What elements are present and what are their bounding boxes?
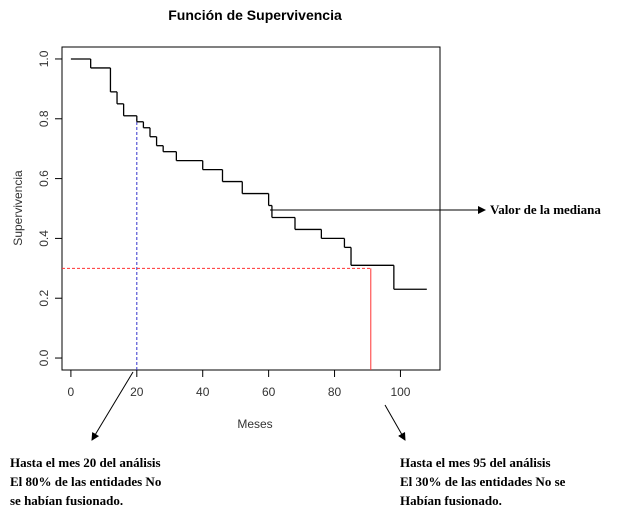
x-tick-label: 40 bbox=[196, 385, 210, 399]
right-arrow bbox=[384, 404, 406, 441]
y-tick-label: 0.2 bbox=[37, 290, 51, 307]
median-note: Valor de la mediana bbox=[490, 202, 601, 217]
y-tick-label: 0.8 bbox=[37, 110, 51, 127]
plot-frame bbox=[61, 46, 441, 371]
x-tick-label: 0 bbox=[68, 385, 75, 399]
left-note: se habían fusionado. bbox=[10, 493, 123, 508]
x-tick-label: 100 bbox=[390, 385, 410, 399]
x-axis-label: Meses bbox=[237, 417, 272, 431]
right-note: El 30% de las entidades No se bbox=[400, 474, 566, 489]
x-tick-label: 20 bbox=[130, 385, 144, 399]
left-arrow bbox=[91, 371, 134, 441]
chart-title: Función de Supervivencia bbox=[168, 7, 342, 23]
x-tick-label: 60 bbox=[262, 385, 276, 399]
y-tick-label: 1.0 bbox=[37, 50, 51, 67]
right-note: Habían fusionado. bbox=[400, 493, 502, 508]
x-tick-label: 80 bbox=[328, 385, 342, 399]
left-note: Hasta el mes 20 del análisis bbox=[10, 455, 161, 470]
y-tick-label: 0.0 bbox=[37, 349, 51, 366]
y-axis-label: Supervivencia bbox=[11, 170, 25, 246]
y-tick-label: 0.4 bbox=[37, 230, 51, 247]
right-note: Hasta el mes 95 del análisis bbox=[400, 455, 551, 470]
left-note: El 80% de las entidades No bbox=[10, 474, 161, 489]
y-tick-label: 0.6 bbox=[37, 170, 51, 187]
